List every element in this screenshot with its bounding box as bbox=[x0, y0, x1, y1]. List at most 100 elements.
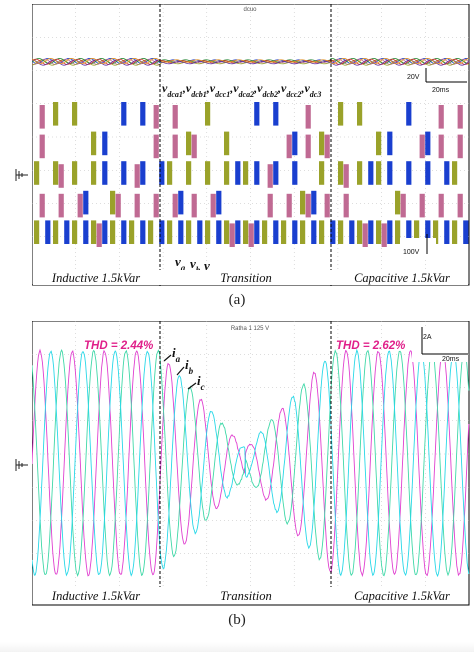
pwm-block bbox=[45, 220, 50, 244]
pwm-block bbox=[425, 132, 430, 156]
pwm-block bbox=[186, 132, 191, 156]
pwm-block bbox=[205, 161, 210, 185]
pwm-block bbox=[306, 135, 311, 159]
pwm-block bbox=[273, 220, 278, 244]
pwm-block bbox=[444, 161, 449, 185]
pwm-block bbox=[34, 161, 39, 185]
thd-right: THD = 2.62% bbox=[336, 340, 405, 352]
pwm-block bbox=[357, 220, 362, 244]
pwm-block bbox=[116, 194, 121, 218]
regions-b: Inductive 1.5kVar Transition Capacitive … bbox=[33, 587, 468, 604]
pwm-block bbox=[338, 220, 343, 244]
pwm-block bbox=[292, 220, 297, 244]
pwm-block bbox=[319, 220, 324, 244]
pwm-block bbox=[235, 220, 240, 244]
pwm-block bbox=[363, 223, 368, 247]
pwm-block bbox=[425, 161, 430, 185]
pwm-block bbox=[262, 220, 267, 244]
caption-a: (a) bbox=[0, 292, 474, 309]
pwm-block bbox=[452, 220, 457, 244]
chart-a-svg: ←→←→←→ dcuo 963 vdca1,vdcb1,vdcc1,vdca2,… bbox=[32, 4, 470, 286]
pwm-block bbox=[178, 191, 183, 215]
pwm-block bbox=[216, 220, 221, 244]
pwm-block bbox=[458, 194, 463, 218]
pwm-block bbox=[439, 105, 444, 129]
pwm-block bbox=[444, 220, 449, 244]
pwm-block bbox=[72, 220, 77, 244]
pwm-block bbox=[406, 161, 411, 185]
pwm-block bbox=[154, 194, 159, 218]
pwm-block bbox=[140, 161, 145, 185]
pwm-block bbox=[40, 105, 45, 129]
pwm-block bbox=[357, 161, 362, 185]
pwm-block bbox=[59, 194, 64, 218]
pwm-block bbox=[452, 161, 457, 185]
pwm-block bbox=[224, 132, 229, 156]
pwm-block bbox=[110, 191, 115, 215]
pwm-block bbox=[64, 220, 69, 244]
pwm-block bbox=[102, 161, 107, 185]
chart-panel-a: ←→←→←→ dcuo 963 vdca1,vdcb1,vdcc1,vdca2,… bbox=[32, 4, 470, 286]
pwm-block bbox=[121, 220, 126, 244]
pwm-block bbox=[235, 161, 240, 185]
pwm-block bbox=[91, 132, 96, 156]
pwm-block bbox=[376, 220, 381, 244]
pwm-block bbox=[205, 102, 210, 126]
pwm-block bbox=[97, 223, 102, 247]
pwm-block bbox=[387, 132, 392, 156]
pwm-block bbox=[211, 194, 216, 218]
pwm-block bbox=[91, 161, 96, 185]
pwm-block bbox=[192, 135, 197, 159]
pwm-block bbox=[376, 132, 381, 156]
region-transition-b: Transition bbox=[220, 589, 271, 603]
pwm-block bbox=[463, 220, 468, 244]
pwm-block bbox=[230, 223, 235, 247]
pwm-block bbox=[216, 191, 221, 215]
thd-left: THD = 2.44% bbox=[84, 340, 153, 352]
pwm-block bbox=[167, 161, 172, 185]
region-transition-a: Transition bbox=[220, 271, 271, 285]
pwm-block bbox=[349, 220, 354, 244]
pwm-block bbox=[458, 135, 463, 159]
pwm-block bbox=[368, 220, 373, 244]
pwm-block bbox=[439, 135, 444, 159]
pwm-block bbox=[325, 135, 330, 159]
pwm-block bbox=[173, 135, 178, 159]
pwm-block bbox=[135, 164, 140, 188]
pwm-block bbox=[72, 161, 77, 185]
pwm-block bbox=[406, 102, 411, 126]
pwm-block bbox=[254, 102, 259, 126]
pwm-block bbox=[197, 220, 202, 244]
pwm-block bbox=[395, 220, 400, 244]
pwm-block bbox=[344, 194, 349, 218]
pwm-block bbox=[121, 102, 126, 126]
pwm-block bbox=[59, 164, 64, 188]
region-capacitive-a: Capacitive 1.5kVar bbox=[354, 271, 450, 285]
pwm-block bbox=[243, 220, 248, 244]
pwm-block bbox=[154, 105, 159, 129]
pwm-block bbox=[254, 220, 259, 244]
pwm-block bbox=[325, 194, 330, 218]
caption-b: (b) bbox=[0, 612, 474, 629]
frame-b bbox=[32, 321, 469, 605]
pwm-block bbox=[292, 161, 297, 185]
pwm-block bbox=[387, 161, 392, 185]
pwm-block bbox=[186, 220, 191, 244]
pwm-block bbox=[154, 135, 159, 159]
pwm-block bbox=[357, 102, 362, 126]
scale-box-current: 2A 20ms bbox=[412, 326, 468, 363]
pwm-block bbox=[268, 194, 273, 218]
ground-icon-b bbox=[14, 458, 30, 472]
region-capacitive-b: Capacitive 1.5kVar bbox=[354, 589, 450, 603]
pwm-block bbox=[102, 220, 107, 244]
pwm-block bbox=[458, 105, 463, 129]
scale-time-b: 20ms bbox=[442, 356, 460, 363]
pwm-block bbox=[344, 164, 349, 188]
regions-a: Inductive 1.5kVar Transition Capacitive … bbox=[33, 270, 468, 285]
region-inductive-b: Inductive 1.5kVar bbox=[51, 589, 140, 603]
bottom-strip bbox=[0, 642, 474, 652]
region-inductive-a: Inductive 1.5kVar bbox=[51, 271, 140, 285]
pwm-block bbox=[420, 194, 425, 218]
pwm-block bbox=[338, 102, 343, 126]
pwm-block bbox=[287, 194, 292, 218]
